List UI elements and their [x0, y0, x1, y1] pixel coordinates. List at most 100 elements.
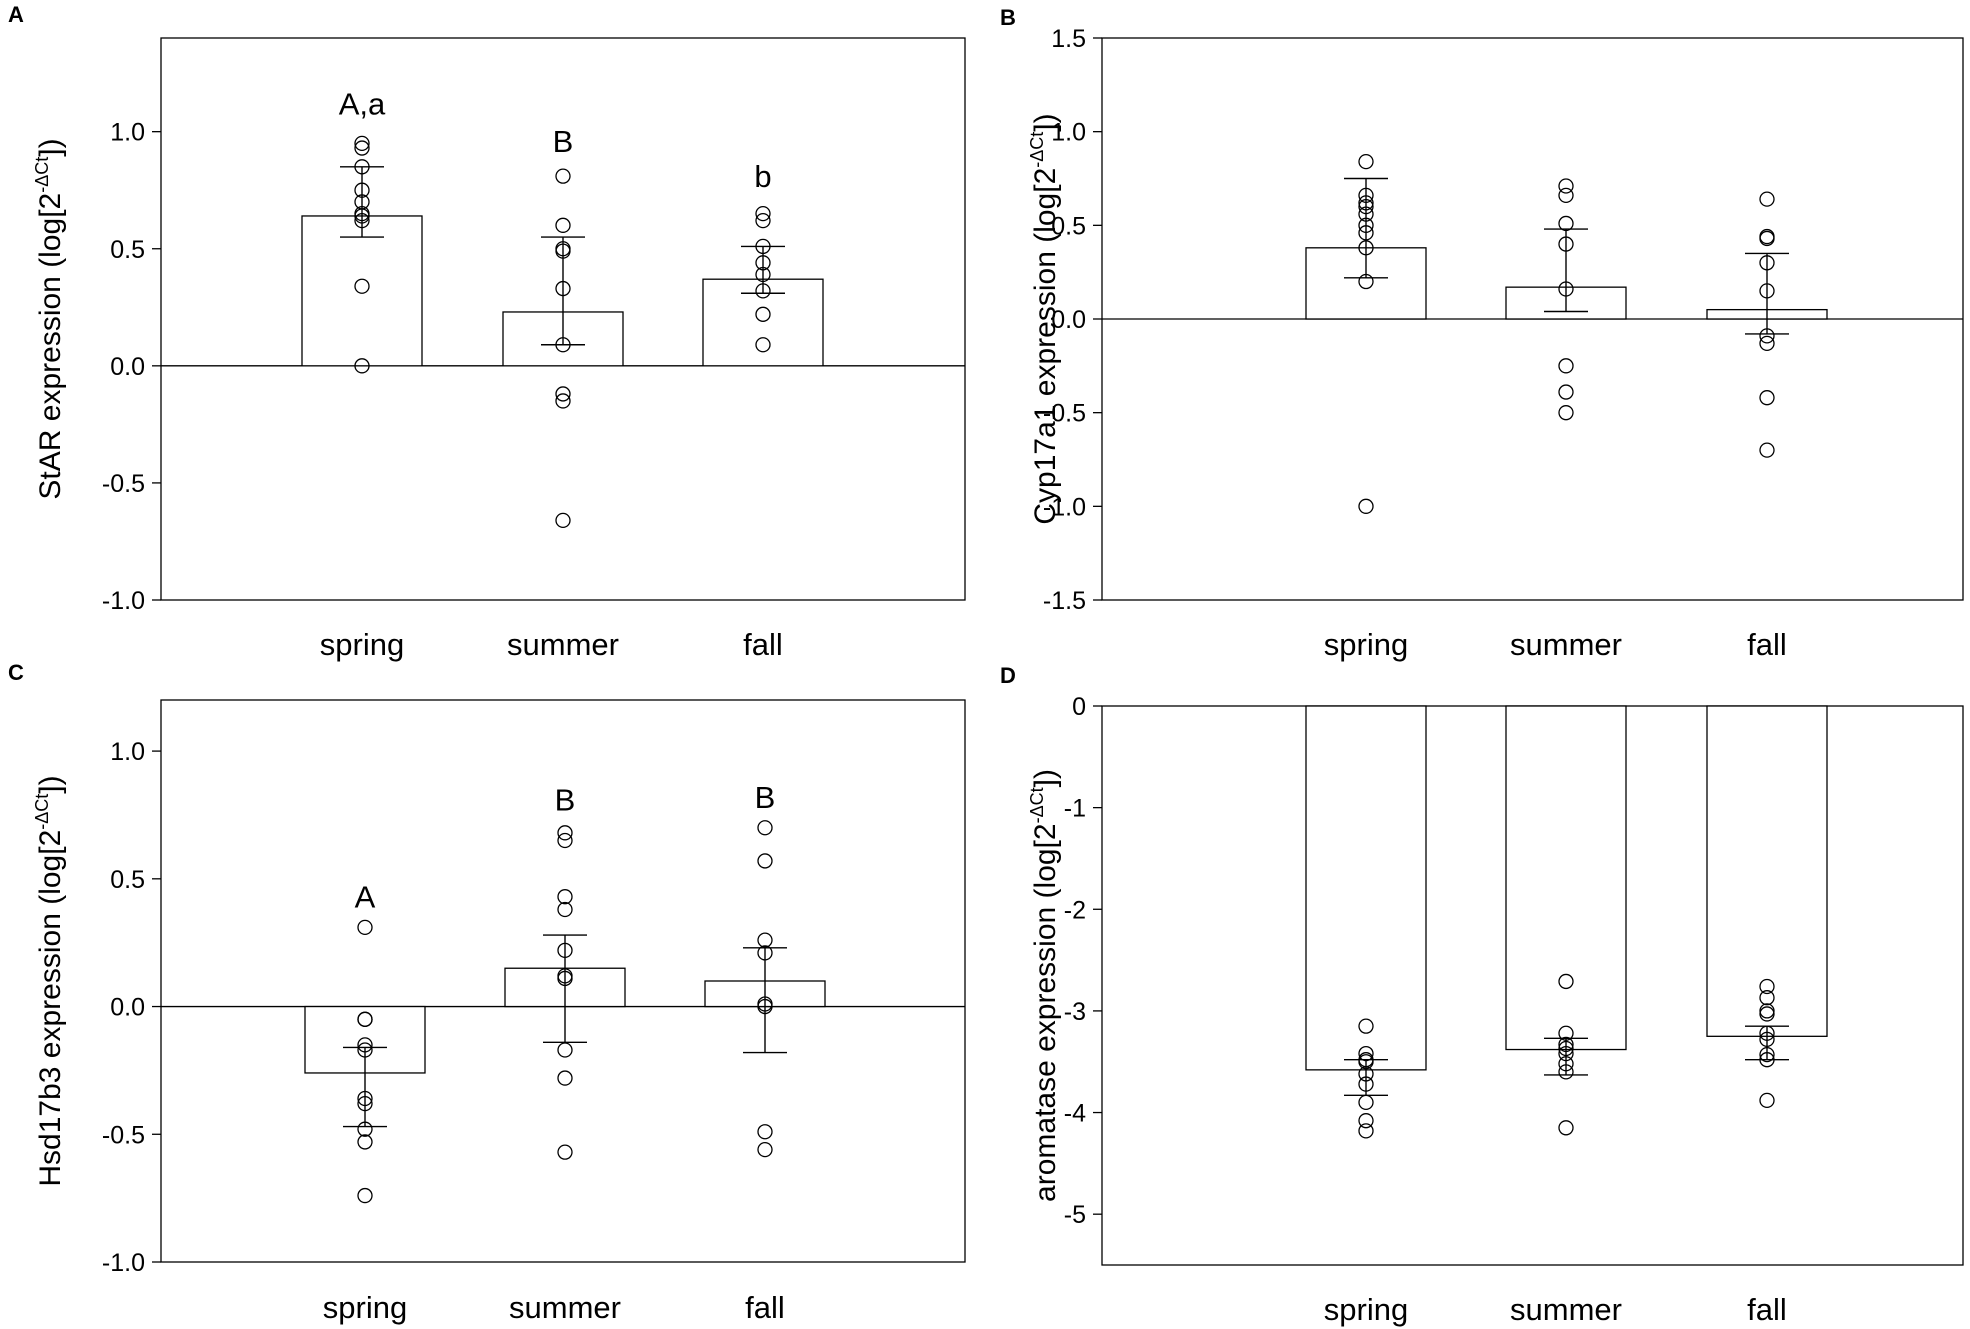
x-tick-label-spring: spring — [1324, 627, 1408, 662]
panel-letter: C — [8, 660, 24, 685]
data-point — [755, 306, 771, 322]
x-tick-label-fall: fall — [745, 1290, 785, 1325]
y-tick-label: -4 — [1064, 1100, 1086, 1128]
data-point — [1358, 1113, 1374, 1129]
bar-summer — [1505, 705, 1627, 1051]
panel-letter: B — [1000, 5, 1016, 30]
data-point — [1558, 384, 1574, 400]
data-point — [1759, 230, 1775, 247]
data-point — [557, 1042, 573, 1058]
data-point — [557, 1070, 573, 1086]
y-tick-label: 0.5 — [110, 236, 145, 264]
significance-label: B — [755, 780, 776, 815]
data-point — [357, 1187, 373, 1204]
data-point — [1759, 990, 1775, 1006]
x-tick-label-summer: summer — [509, 1290, 621, 1325]
data-point — [1358, 498, 1374, 514]
y-axis-label: aromatase expression (log[2-ΔCt]) — [1027, 769, 1062, 1202]
panel-d: D -5 -4 -3 -2 -1 0 aromatase expression (log[2-… — [1000, 663, 1964, 1327]
significance-label: A,a — [339, 87, 386, 122]
data-point — [357, 1011, 373, 1027]
data-point — [557, 901, 573, 918]
data-point — [1759, 978, 1775, 995]
panel-b: B -1.5 -1.0 -0.5 0.0 0.5 1.0 1.5 Cyp17a1 express… — [1000, 5, 1964, 662]
y-tick-label: 0.5 — [1051, 212, 1086, 240]
y-tick-label: -1.5 — [1043, 587, 1086, 615]
y-tick-label: 0.5 — [110, 866, 145, 894]
data-point — [1759, 191, 1775, 207]
data-point — [1558, 178, 1574, 194]
data-point — [354, 135, 370, 152]
data-point — [1558, 215, 1574, 232]
data-point — [1358, 1123, 1374, 1139]
plot-frame — [160, 699, 966, 1263]
data-point — [555, 393, 571, 409]
bar-spring — [301, 215, 423, 367]
y-tick-label: -0.5 — [102, 470, 145, 498]
data-point — [757, 853, 773, 869]
y-tick-label: 0.0 — [110, 994, 145, 1022]
data-point — [755, 212, 771, 229]
data-point — [555, 168, 571, 184]
y-tick-label: -1 — [1064, 795, 1086, 823]
y-tick-label: -3 — [1064, 998, 1086, 1026]
data-point — [555, 217, 571, 233]
panel-c: C -1.0 -0.5 0.0 0.5 1.0 Hsd17b3 expression (lo… — [8, 660, 966, 1325]
data-point — [1759, 390, 1775, 406]
data-point — [1759, 1092, 1775, 1108]
data-point — [757, 1124, 773, 1140]
data-point — [354, 140, 370, 156]
data-point — [1759, 442, 1775, 458]
x-tick-label-summer: summer — [1510, 627, 1622, 662]
panel-letter: D — [1000, 663, 1016, 688]
data-point — [755, 337, 771, 353]
y-tick-label: 1.0 — [110, 119, 145, 147]
y-tick-label: 1.0 — [1051, 119, 1086, 147]
y-tick-label: -0.5 — [1043, 400, 1086, 428]
data-point — [1358, 1018, 1374, 1034]
bar-spring — [1305, 705, 1427, 1071]
significance-label: b — [754, 159, 771, 194]
data-point — [557, 1144, 573, 1160]
data-point — [1759, 1006, 1775, 1022]
plot-frame — [160, 37, 966, 601]
x-tick-label-spring: spring — [323, 1290, 407, 1325]
y-tick-label: -1.0 — [102, 1249, 145, 1277]
panel-letter: A — [8, 2, 24, 27]
data-point — [1558, 358, 1574, 374]
x-tick-label-fall: fall — [1747, 1292, 1787, 1327]
panel-a: A -1.0 -0.5 0.0 0.5 1.0 StAR expression (log[2… — [8, 2, 966, 662]
data-point — [1558, 187, 1574, 204]
data-point — [557, 889, 573, 905]
data-point — [357, 1134, 373, 1150]
data-point — [1358, 1094, 1374, 1111]
y-axis-label: Cyp17a1 expression (log[2-ΔCt]) — [1027, 113, 1062, 524]
data-point — [555, 386, 571, 402]
y-axis-label: Hsd17b3 expression (log[2-ΔCt]) — [32, 775, 67, 1186]
data-point — [1358, 153, 1374, 170]
data-point — [357, 919, 373, 936]
x-tick-label-summer: summer — [1510, 1292, 1622, 1327]
significance-label: B — [553, 124, 574, 159]
y-tick-label: 1.0 — [110, 738, 145, 766]
significance-label: A — [355, 880, 376, 915]
data-point — [755, 205, 771, 222]
data-point — [757, 820, 773, 836]
y-tick-label: -5 — [1064, 1201, 1086, 1229]
y-tick-label: 0.0 — [110, 353, 145, 381]
data-point — [757, 1141, 773, 1158]
data-point — [354, 358, 370, 374]
y-tick-label: -1.0 — [102, 587, 145, 615]
data-point — [1759, 335, 1775, 352]
y-tick-label: 0 — [1072, 693, 1086, 721]
x-tick-label-summer: summer — [507, 627, 619, 662]
y-tick-label: 1.5 — [1051, 25, 1086, 53]
significance-label: B — [555, 783, 576, 818]
data-point — [1558, 973, 1574, 990]
y-tick-label: 0.0 — [1051, 306, 1086, 334]
data-point — [757, 932, 773, 948]
data-point — [557, 832, 573, 849]
y-axis-label: StAR expression (log[2-ΔCt]) — [32, 138, 67, 499]
data-point — [354, 278, 370, 294]
